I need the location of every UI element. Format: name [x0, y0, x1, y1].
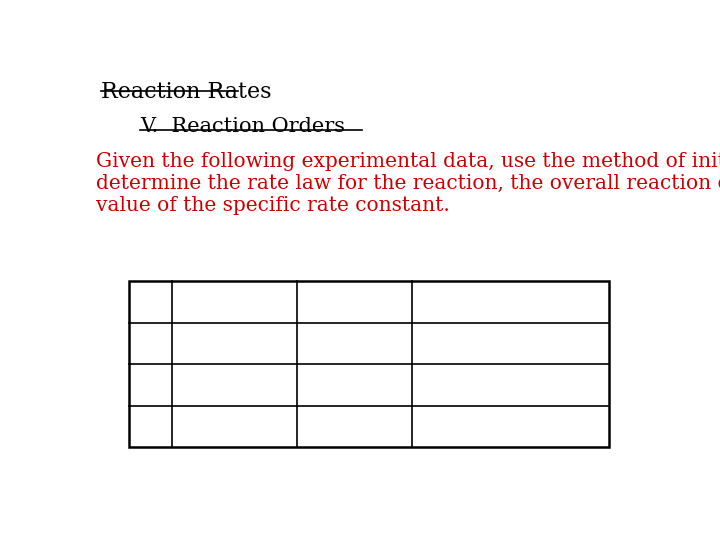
Text: Given the following experimental data, use the method of initial rates to
determ: Given the following experimental data, u…: [96, 152, 720, 215]
Text: Reaction Rates: Reaction Rates: [101, 82, 271, 104]
Text: V.  Reaction Orders: V. Reaction Orders: [140, 117, 345, 136]
